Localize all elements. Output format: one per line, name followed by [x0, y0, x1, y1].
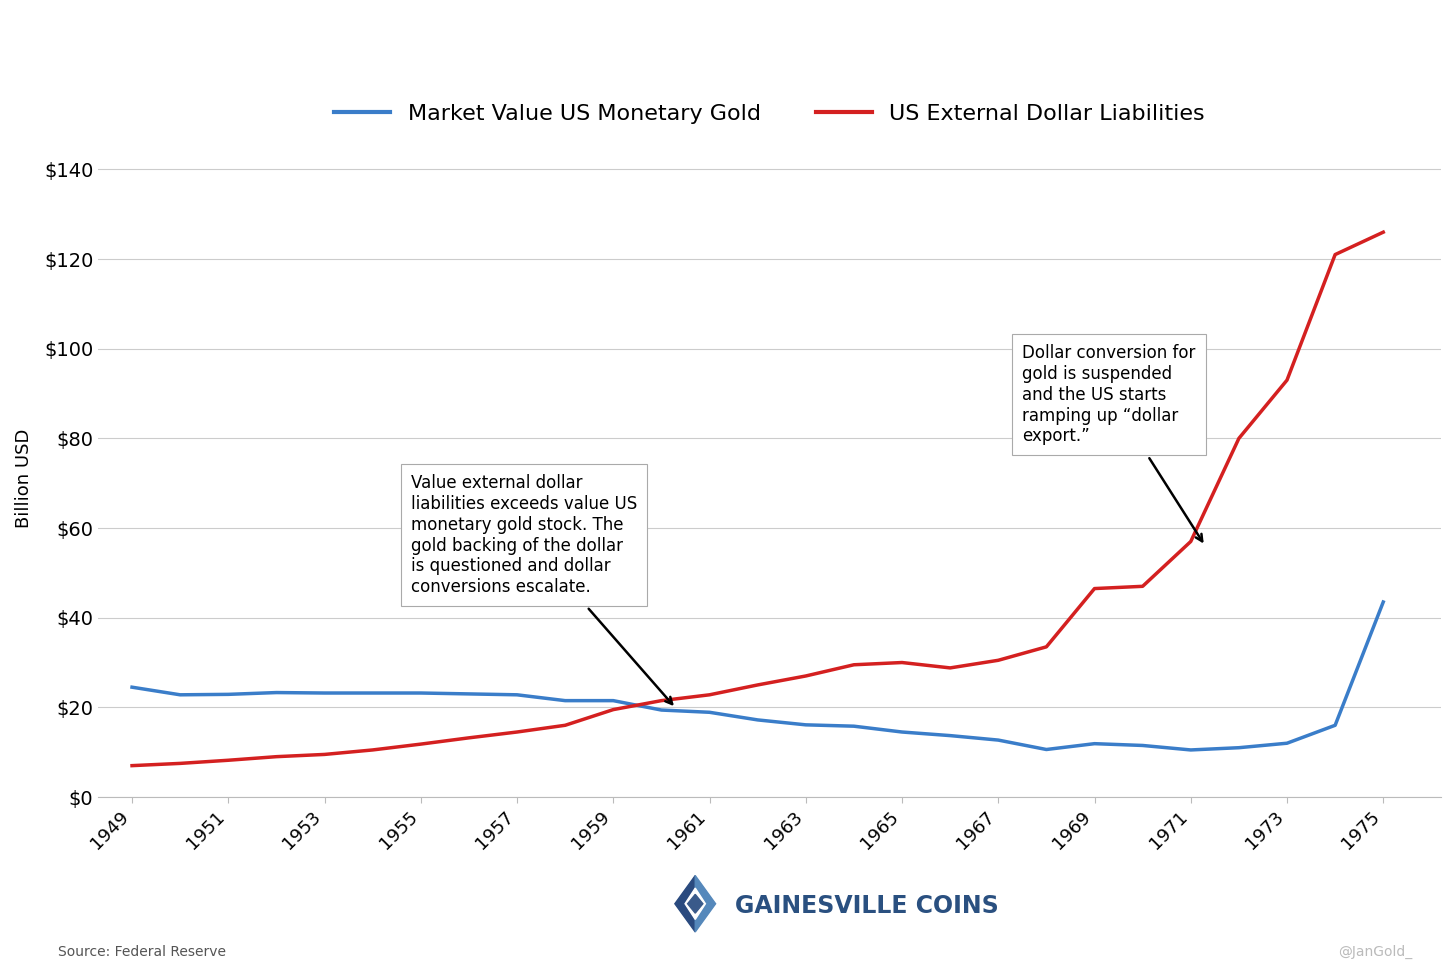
Text: GAINESVILLE COINS: GAINESVILLE COINS	[735, 895, 999, 918]
Polygon shape	[676, 875, 696, 932]
Text: Source: Federal Reserve: Source: Federal Reserve	[58, 945, 226, 959]
Y-axis label: Billion USD: Billion USD	[15, 429, 33, 528]
Legend: Market Value US Monetary Gold, US External Dollar Liabilities: Market Value US Monetary Gold, US Extern…	[325, 95, 1214, 133]
Text: Dollar conversion for
gold is suspended
and the US starts
ramping up “dollar
exp: Dollar conversion for gold is suspended …	[1022, 344, 1203, 541]
Polygon shape	[696, 875, 716, 932]
Polygon shape	[686, 888, 706, 920]
Text: Value external dollar
liabilities exceeds value US
monetary gold stock. The
gold: Value external dollar liabilities exceed…	[411, 474, 673, 704]
Polygon shape	[687, 895, 703, 913]
Text: @JanGold_: @JanGold_	[1338, 945, 1412, 959]
